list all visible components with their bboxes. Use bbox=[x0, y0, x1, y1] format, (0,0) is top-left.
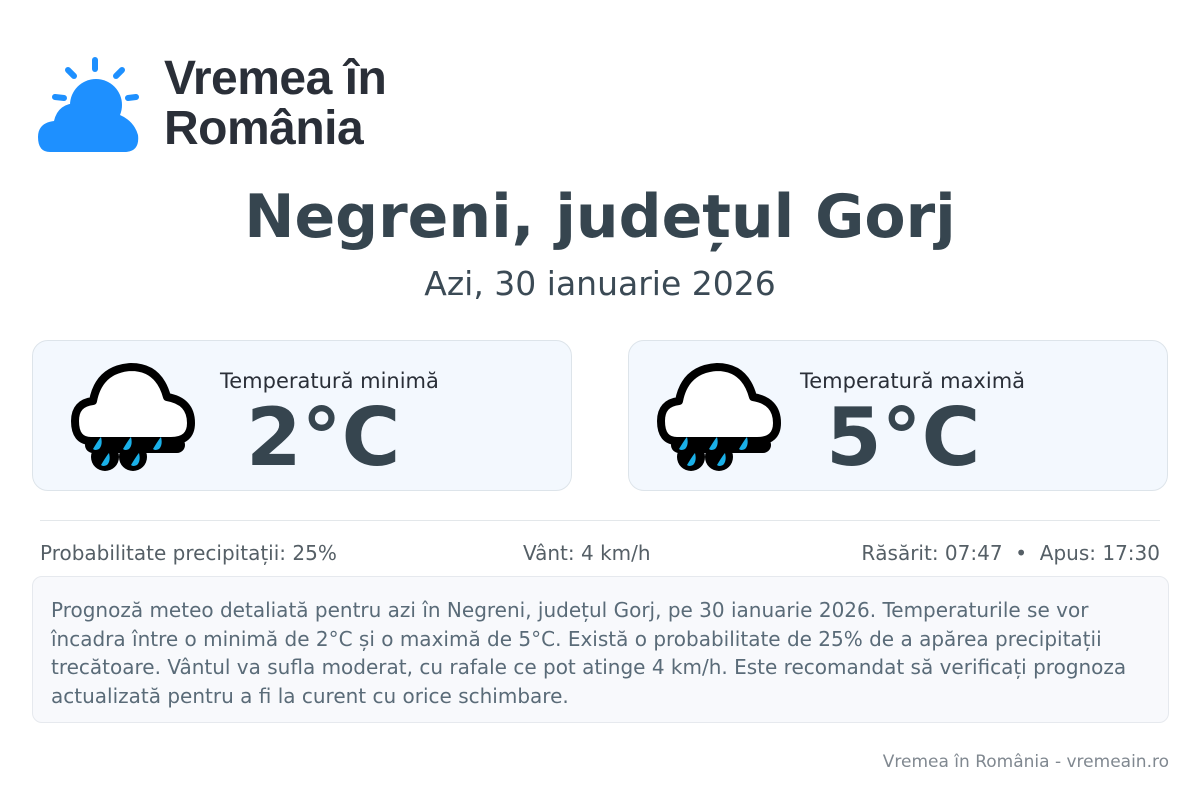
page-title: Negreni, județul Gorj bbox=[244, 182, 956, 252]
forecast-date: Azi, 30 ianuarie 2026 bbox=[424, 264, 776, 303]
max-temp-value: 5°C bbox=[826, 391, 981, 484]
sun-times-stat: Răsărit: 07:47 • Apus: 17:30 bbox=[861, 541, 1160, 565]
min-temp-label: Temperatură minimă bbox=[220, 369, 439, 393]
footer-credit: Vremea în România - vremeain.ro bbox=[882, 752, 1169, 772]
max-temp-label: Temperatură maximă bbox=[800, 369, 1026, 393]
precipitation-stat: Probabilitate precipitații: 25% bbox=[40, 541, 337, 565]
rain-cloud-icon bbox=[71, 363, 195, 471]
logo-text: Vremea în România bbox=[164, 52, 387, 155]
forecast-description: Prognoză meteo detaliată pentru azi în N… bbox=[32, 576, 1169, 723]
wind-stat: Vânt: 4 km/h bbox=[523, 541, 651, 565]
min-temp-card: Temperatură minimă 2°C bbox=[32, 340, 572, 491]
logo[interactable]: Vremea în România bbox=[36, 52, 387, 155]
max-temp-card: Temperatură maximă 5°C bbox=[628, 340, 1168, 491]
divider bbox=[40, 520, 1160, 521]
min-temp-value: 2°C bbox=[246, 391, 401, 484]
rain-cloud-icon bbox=[657, 363, 781, 471]
sun-cloud-icon bbox=[38, 57, 139, 152]
